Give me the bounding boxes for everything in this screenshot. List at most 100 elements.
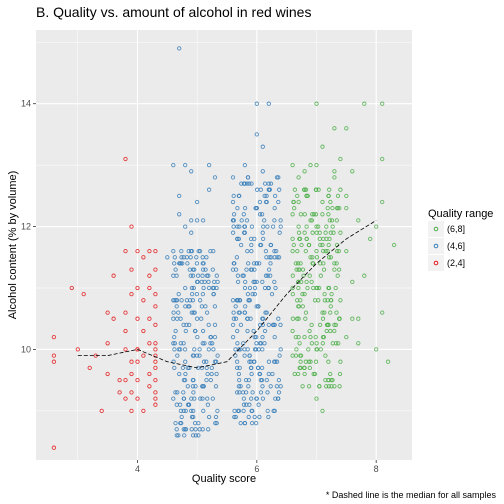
data-point	[326, 212, 331, 217]
data-point	[200, 291, 206, 297]
data-point	[374, 224, 379, 229]
data-point	[199, 316, 204, 321]
data-point	[206, 273, 211, 278]
data-point	[173, 420, 178, 426]
data-point	[380, 156, 385, 162]
data-point	[181, 341, 186, 346]
data-point	[296, 316, 301, 321]
data-point	[252, 279, 258, 285]
data-point	[276, 199, 281, 205]
data-point	[306, 384, 312, 389]
data-point	[316, 224, 321, 229]
data-point	[236, 193, 242, 199]
data-point	[326, 255, 332, 260]
data-point	[260, 169, 265, 174]
data-point	[243, 279, 248, 285]
data-point	[197, 347, 202, 352]
data-point	[307, 365, 312, 371]
legend-swatch	[433, 243, 439, 249]
data-point	[181, 390, 186, 395]
data-point	[153, 341, 158, 346]
data-point	[141, 408, 146, 414]
legend-label: (6,8]	[447, 224, 465, 234]
data-point	[274, 248, 279, 254]
data-point	[204, 359, 209, 364]
data-point	[338, 230, 343, 235]
data-point	[105, 341, 110, 346]
data-point	[235, 341, 240, 346]
data-point	[320, 310, 325, 315]
data-point	[335, 193, 341, 199]
data-point	[173, 390, 178, 395]
data-point	[277, 187, 282, 192]
data-point	[230, 230, 236, 235]
plot-panel	[36, 30, 412, 460]
data-point	[204, 377, 209, 383]
data-point	[320, 212, 325, 217]
data-point	[153, 396, 158, 401]
data-point	[266, 187, 271, 192]
data-point	[274, 359, 280, 364]
data-point	[259, 365, 265, 371]
legend-entries: (6,8] (4,6] (2,4]	[428, 221, 465, 271]
data-point	[270, 224, 276, 229]
data-point	[266, 322, 271, 328]
data-point	[153, 353, 158, 358]
data-point	[179, 298, 184, 303]
plot-area	[36, 30, 412, 460]
data-point	[200, 341, 205, 346]
data-point	[232, 414, 237, 420]
data-point	[189, 230, 194, 235]
data-point	[254, 334, 259, 340]
data-point	[105, 310, 110, 315]
data-point	[299, 279, 304, 285]
data-point	[334, 205, 340, 211]
data-point	[260, 230, 265, 235]
data-point	[194, 199, 200, 205]
data-point	[260, 334, 265, 340]
data-point	[257, 212, 263, 217]
data-point	[230, 298, 236, 303]
data-point	[262, 218, 267, 223]
data-point	[247, 181, 252, 186]
data-point	[249, 224, 255, 229]
data-point	[306, 242, 312, 248]
data-point	[123, 377, 128, 383]
data-point	[296, 175, 301, 180]
data-point	[309, 279, 314, 285]
data-point	[237, 377, 242, 383]
data-point	[238, 242, 244, 248]
data-point	[153, 291, 158, 297]
data-point	[331, 230, 336, 235]
data-point	[195, 334, 200, 340]
data-point	[194, 353, 200, 358]
data-point	[189, 414, 195, 420]
data-point	[251, 261, 257, 266]
data-point	[179, 248, 184, 254]
data-point	[254, 132, 259, 137]
data-point	[242, 205, 248, 211]
data-point	[328, 371, 333, 377]
data-point	[208, 248, 213, 254]
data-point	[298, 261, 303, 266]
data-point	[328, 255, 334, 260]
data-point	[186, 402, 192, 407]
data-point	[306, 359, 312, 364]
data-point	[190, 384, 196, 389]
data-point	[314, 341, 319, 346]
data-point	[325, 205, 330, 211]
data-point	[290, 212, 295, 217]
data-point	[267, 255, 272, 260]
data-point	[338, 187, 343, 192]
data-point	[297, 236, 302, 242]
data-point	[181, 322, 186, 328]
data-point	[187, 267, 192, 272]
data-point	[293, 334, 298, 340]
data-point	[200, 218, 206, 223]
data-point	[324, 328, 329, 334]
data-point	[356, 341, 361, 346]
data-point	[191, 310, 196, 315]
x-tick-label: 6	[254, 464, 259, 474]
data-point	[249, 371, 254, 377]
data-point	[192, 347, 197, 352]
